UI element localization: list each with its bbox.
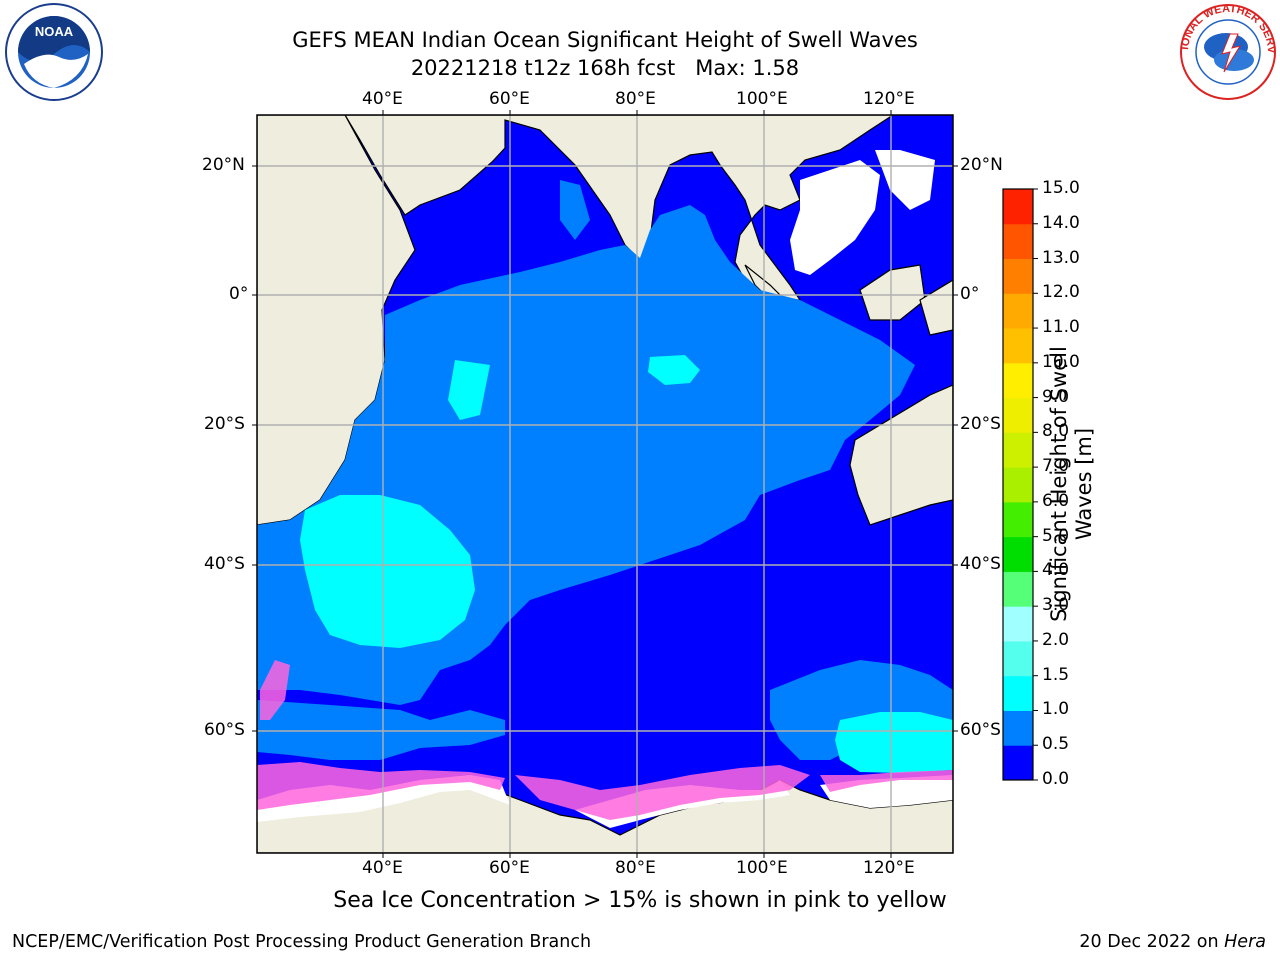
colorbar-swatch [1003, 710, 1033, 746]
colorbar-tick-label: 5.0 [1042, 525, 1070, 546]
colorbar-swatch [1003, 536, 1033, 572]
colorbar-swatch [1003, 223, 1033, 260]
colorbar-swatch [1003, 640, 1033, 677]
producer-credit: NCEP/EMC/Verification Post Processing Pr… [12, 932, 592, 952]
colorbar-swatch [1003, 745, 1033, 781]
lon-tick-top-100e: 100°E [736, 89, 788, 109]
svg-text:NOAA: NOAA [35, 24, 74, 39]
lat-tick-left-40s: 40°S [204, 554, 245, 574]
graticule [257, 115, 953, 853]
colorbar-swatch [1003, 675, 1033, 711]
colorbar-tick-label: 2.0 [1042, 629, 1070, 650]
colorbar-swatch [1003, 571, 1033, 607]
colorbar-tick-label: 12.0 [1042, 282, 1080, 303]
lon-tick-top-40e: 40°E [362, 89, 403, 109]
colorbar-tick-label: 9.0 [1042, 386, 1070, 407]
colorbar-frame [1002, 188, 1034, 781]
generation-date-text: 20 Dec 2022 on [1079, 932, 1225, 952]
lat-tick-right-0: 0° [960, 284, 980, 304]
lat-tick-left-20s: 20°S [204, 414, 245, 434]
lon-tick-top-60e: 60°E [489, 89, 530, 109]
colorbar-tick-label: 8.0 [1042, 421, 1070, 442]
title-line-1: GEFS MEAN Indian Ocean Significant Heigh… [292, 28, 918, 52]
lon-tick-top-120e: 120°E [863, 89, 915, 109]
noaa-logo: NOAA [5, 3, 103, 101]
lat-tick-right-40s: 40°S [960, 554, 1001, 574]
map-frame [256, 114, 954, 854]
colorbar-ticks [1033, 188, 1038, 781]
sea-ice-caption: Sea Ice Concentration > 15% is shown in … [333, 888, 947, 913]
colorbar [1003, 189, 1033, 781]
lon-tick-bottom-60e: 60°E [489, 858, 530, 878]
colorbar-tick-label: 14.0 [1042, 212, 1080, 233]
swell-1.0-1.5 [300, 355, 953, 773]
colorbar-swatch [1003, 293, 1033, 329]
lat-tick-right-60s: 60°S [960, 720, 1001, 740]
lon-tick-top-80e: 80°E [615, 89, 656, 109]
colorbar-tick-label: 10.0 [1042, 351, 1080, 372]
colorbar-swatch [1003, 397, 1033, 433]
lat-tick-left-60s: 60°S [204, 720, 245, 740]
colorbar-tick-label: 15.0 [1042, 178, 1080, 198]
lon-tick-bottom-40e: 40°E [362, 858, 403, 878]
lon-tick-bottom-120e: 120°E [863, 858, 915, 878]
colorbar-tick-label: 7.0 [1042, 456, 1070, 477]
generation-date: 20 Dec 2022 on Hera [1079, 932, 1266, 952]
colorbar-tick-label: 1.0 [1042, 699, 1070, 720]
colorbar-swatch [1003, 501, 1033, 538]
sea-ice-fringe [257, 660, 953, 820]
colorbar-swatch [1003, 606, 1033, 642]
colorbar-swatch [1003, 362, 1033, 399]
colorbar-swatch [1003, 258, 1033, 294]
colorbar-swatch [1003, 189, 1033, 225]
colorbar-swatch [1003, 432, 1033, 468]
title-line-2: 20221218 t12z 168h fcst Max: 1.58 [410, 56, 800, 80]
lon-tick-bottom-80e: 80°E [615, 858, 656, 878]
colorbar-swatch [1003, 328, 1033, 364]
colorbar-tick-label: 1.5 [1042, 664, 1070, 685]
lat-tick-right-20s: 20°S [960, 414, 1001, 434]
tick-marks [252, 110, 958, 858]
colorbar-tick-label: 13.0 [1042, 247, 1080, 268]
colorbar-title: Significant Height of Swell Waves [m] [1047, 346, 1096, 622]
map-title: GEFS MEAN Indian Ocean Significant Heigh… [0, 26, 1210, 82]
colorbar-tick-label: 3.0 [1042, 595, 1070, 616]
colorbar-tick-label: 4.0 [1042, 560, 1070, 581]
colorbar-tick-label: 11.0 [1042, 317, 1080, 338]
lat-tick-left-0: 0° [229, 284, 249, 304]
nws-logo: NATIONAL WEATHER SERVICE [1178, 2, 1277, 100]
colorbar-tick-label: 0.5 [1042, 734, 1070, 755]
colorbar-tick-label: 0.0 [1042, 769, 1070, 789]
lon-tick-bottom-100e: 100°E [736, 858, 788, 878]
colorbar-tick-label: 6.0 [1042, 490, 1070, 511]
colorbar-swatch [1003, 467, 1033, 503]
lat-tick-left-20n: 20°N [202, 155, 245, 175]
generation-host: Hera [1224, 932, 1266, 952]
lat-tick-right-20n: 20°N [960, 155, 1003, 175]
